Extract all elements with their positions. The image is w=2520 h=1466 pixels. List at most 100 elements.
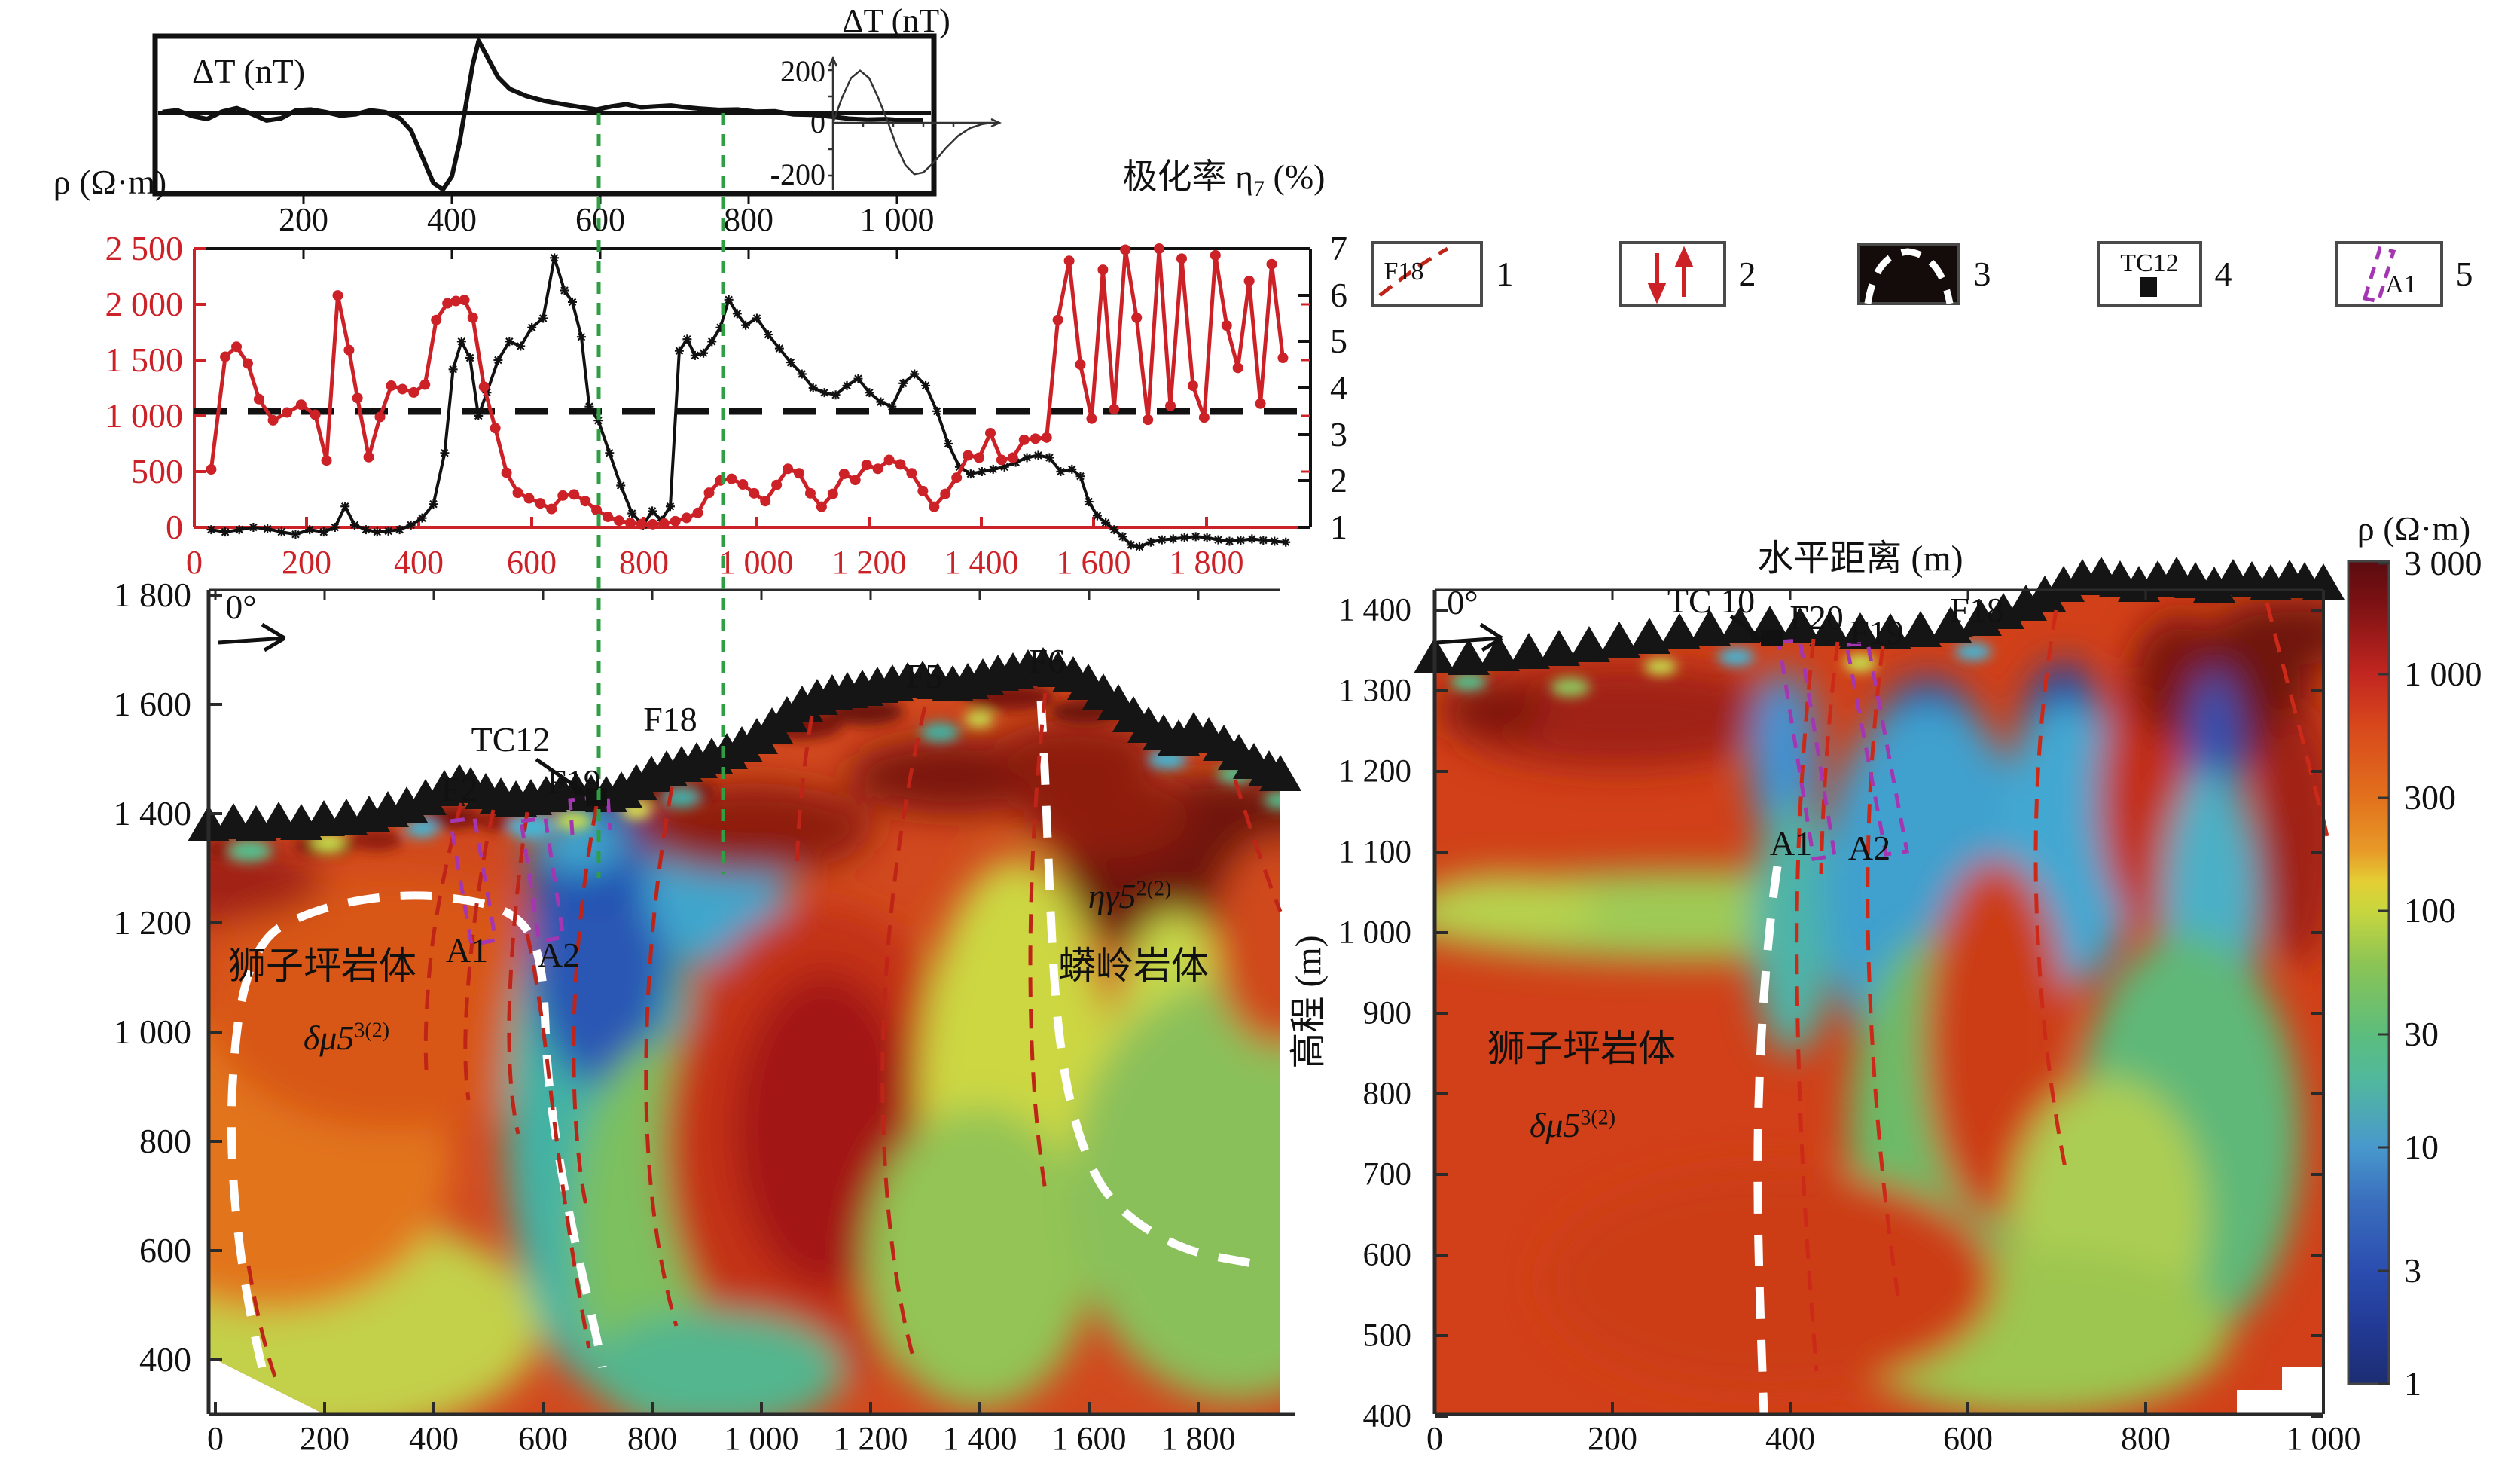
rock-name-mangling: 蟒岭岩体	[1058, 945, 1209, 987]
tc12-pointer-arrow	[535, 757, 587, 796]
label-a2-right: A2	[1847, 829, 1891, 867]
rho-tick-label: 2 000	[105, 285, 184, 323]
eta-tick-label: 5	[1330, 322, 1347, 360]
right-x-tick-label: 800	[2121, 1420, 2171, 1457]
left-x-tick-label: 600	[518, 1420, 568, 1457]
inset-y-tick-label: 0	[810, 105, 825, 139]
rock-name-shiziping-left: 狮子坪岩体	[228, 945, 416, 987]
magnetic-curve	[162, 38, 923, 192]
rho-tick-label: 2 500	[105, 229, 184, 267]
legend-fault-symbol	[1378, 246, 1449, 297]
dual-x-tick-label: 800	[619, 544, 669, 581]
rho-tick-label: 0	[166, 508, 183, 546]
colorbar-tick-label: 300	[2404, 778, 2456, 817]
mag-x-tick-label: 400	[427, 201, 477, 238]
colorbar-tick-label: 1 000	[2404, 655, 2482, 693]
label-f20: F20	[1789, 598, 1844, 637]
inset-y-tick-label: -200	[770, 157, 825, 191]
eta-axis-title: 极化率 η7 (%)	[1122, 157, 1326, 202]
dual-x-tick-label: 600	[507, 544, 557, 581]
right-section-tomogram	[1414, 557, 2345, 1416]
inset-title: ΔT (nT)	[842, 2, 950, 39]
legend-anomaly-symbol	[2362, 246, 2396, 304]
legend-arrows-symbol	[1647, 246, 1694, 304]
right-x-tick-label: 200	[1588, 1420, 1637, 1457]
fault-lines-left	[246, 692, 1283, 1379]
horizontal-distance-title: 水平距离 (m)	[1757, 539, 1963, 579]
colorbar-tick-label: 100	[2404, 891, 2456, 930]
tc10-pointer-arrow	[1729, 614, 1763, 640]
right-x-tick-label: 400	[1765, 1420, 1815, 1457]
fault-f19-right	[1866, 646, 1900, 1296]
right-terrain-line	[1414, 557, 2345, 675]
north-label-left: 0°	[225, 588, 257, 626]
legend-num-4: 4	[2214, 255, 2232, 293]
colorbar-tick-label: 10	[2404, 1128, 2439, 1166]
magnetic-chart-title: ΔT (nT)	[191, 52, 306, 90]
dual-x-tick-label: 1 400	[944, 544, 1019, 581]
eta-tick-label: 1	[1330, 508, 1347, 546]
anomaly-a1-outline-right	[1777, 638, 1837, 861]
colorbar	[2347, 560, 2390, 1385]
rock-code-left: δμ53(2)	[303, 1019, 390, 1057]
left-elev-tick-label: 1 800	[113, 576, 192, 614]
legend-num-1: 1	[1496, 255, 1514, 293]
mag-x-tick-label: 1 000	[859, 201, 935, 238]
rho-tick-label: 1 500	[105, 341, 184, 379]
right-x-tick-label: 0	[1426, 1420, 1443, 1457]
left-elev-tick-label: 400	[139, 1340, 191, 1379]
fault-f5	[880, 706, 927, 1357]
white-dashed-rock-boundary	[227, 700, 1261, 1369]
trench-tc10-square	[1761, 630, 1783, 646]
rock-code-right: δμ53(2)	[1529, 1106, 1616, 1144]
legend-box-5	[2335, 241, 2443, 307]
left-x-tick-label: 1 400	[942, 1420, 1017, 1457]
rho-tick-label: 500	[131, 452, 183, 490]
right-x-tick-label: 1 000	[2286, 1420, 2361, 1457]
label-a1-left: A1	[445, 931, 489, 970]
colorbar-tick-label: 3 000	[2404, 544, 2482, 582]
right-elev-tick-label: 1 400	[1338, 592, 1411, 628]
left-x-tick-label: 1 800	[1161, 1420, 1236, 1457]
right-elev-tick-label: 900	[1362, 995, 1412, 1031]
white-dashed-rock-boundary-right	[1753, 866, 1782, 1415]
dual-x-tick-label: 1 200	[831, 544, 907, 581]
left-terrain-line	[188, 647, 1301, 841]
mag-x-tick-label: 600	[575, 201, 625, 238]
magnetic-chart	[152, 33, 937, 197]
legend-box4-text: TC12	[2120, 249, 2179, 277]
legend-box5-text: A1	[2385, 270, 2417, 298]
label-f18: F18	[643, 700, 697, 738]
label-f2: F2	[441, 770, 478, 808]
legend-num-2: 2	[1738, 255, 1756, 293]
inset-y-tick-label: 200	[780, 54, 825, 88]
fault-f18-right	[2033, 609, 2069, 1176]
right-x-tick-label: 600	[1943, 1420, 1993, 1457]
legend-box-4	[2097, 241, 2202, 307]
rho-markers	[206, 243, 1289, 530]
left-elev-tick-label: 1 000	[113, 1012, 192, 1051]
fault-f20	[1795, 638, 1819, 1372]
label-a1-right: A1	[1769, 824, 1813, 863]
right-elev-tick-label: 700	[1362, 1156, 1412, 1193]
rock-name-shiziping-right: 狮子坪岩体	[1487, 1028, 1676, 1070]
fault-f6	[1028, 692, 1048, 1191]
eta-curve	[211, 256, 1286, 548]
eta-tick-label: 6	[1330, 276, 1347, 314]
label-tc12: TC12	[471, 720, 551, 759]
anomaly-a2-outline-right	[1844, 641, 1909, 857]
north-label-right: 0°	[1447, 583, 1478, 622]
left-elev-tick-label: 600	[139, 1231, 191, 1269]
label-f18-right: F18	[1950, 591, 2004, 629]
right-elev-tick-label: 1 000	[1338, 915, 1411, 951]
label-f6: F6	[1028, 642, 1066, 680]
left-section-tomogram	[188, 588, 1301, 1416]
mag-x-tick-label: 800	[724, 201, 773, 238]
right-elev-tick-label: 1 100	[1338, 834, 1411, 870]
label-f5: F5	[905, 657, 943, 695]
label-tc10: TC 10	[1667, 582, 1756, 620]
eta-tick-label: 2	[1330, 461, 1347, 499]
legend-box1-text: F18	[1384, 258, 1424, 286]
left-section-axes	[206, 588, 1295, 1416]
dual-x-tick-label: 400	[394, 544, 444, 581]
